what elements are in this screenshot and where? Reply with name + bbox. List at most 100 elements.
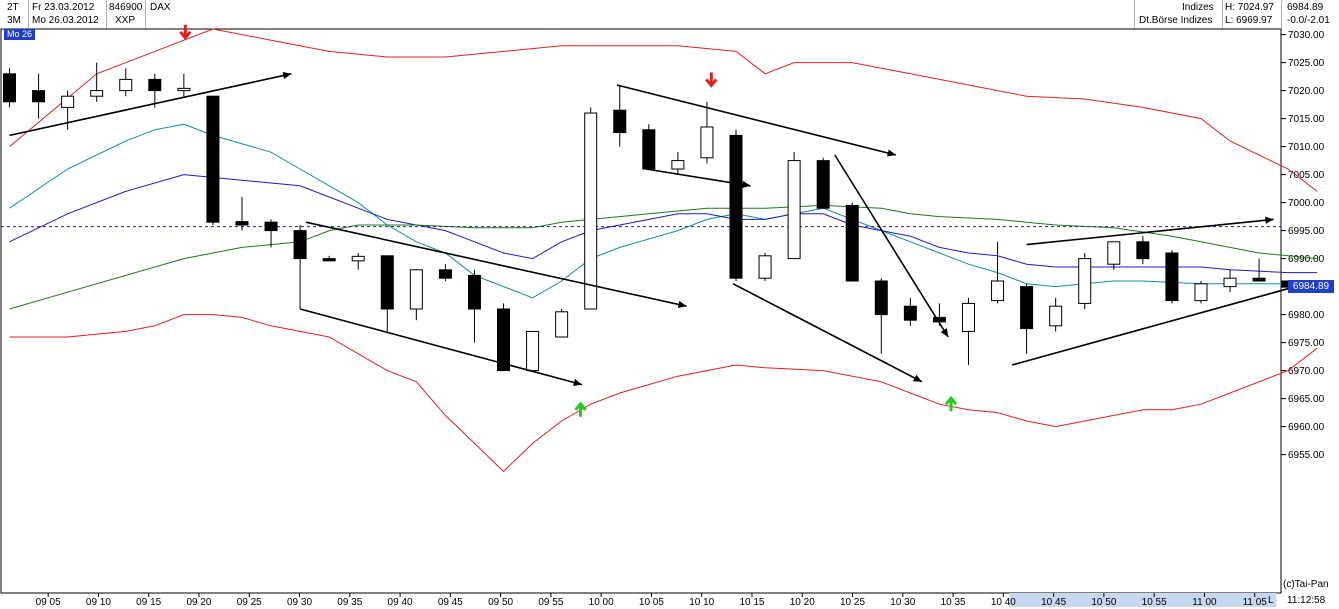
clock-label: 11:12:58: [1287, 595, 1326, 606]
y-tick-label: 7010.00: [1288, 142, 1325, 153]
x-tick-label: 09 30: [287, 597, 312, 608]
y-tick-label: 7030.00: [1288, 30, 1325, 41]
low-value: L: 6969.97: [1225, 15, 1273, 26]
high-value: H: 7024.97: [1225, 2, 1274, 13]
candle-up: [177, 87, 191, 92]
candle-up: [1223, 277, 1237, 288]
y-axis: 6955.00 6960.00 6965.00 6970.00 6975.00 6980.…: [1281, 30, 1325, 461]
trendline: [1011, 283, 1306, 366]
trendline-arrowhead: [1265, 216, 1274, 224]
x-tick-label: 09 45: [438, 597, 463, 608]
trendline-arrowhead: [912, 374, 922, 382]
candle-up: [526, 330, 540, 372]
trendline-arrowhead: [741, 180, 751, 189]
axis-highlight: [1009, 593, 1277, 607]
trendline-arrowhead: [886, 149, 896, 157]
plot-frame: [0, 28, 1282, 594]
candle-up: [61, 95, 75, 108]
candle-up: [119, 78, 133, 92]
trendline: [732, 283, 923, 383]
x-tick-label: 11 05: [1243, 597, 1268, 608]
signal-markers: [179, 24, 958, 417]
group-label: Indizes: [1182, 2, 1214, 13]
last-price: 6984.89: [1287, 2, 1324, 13]
bollinger-lower-line: [9, 314, 1318, 473]
session-badge: Mo 26: [4, 29, 36, 40]
candle-up: [1049, 305, 1063, 327]
y-tick-label: 6960.00: [1288, 422, 1325, 433]
candle-up: [758, 255, 772, 279]
x-tick-label: 10 50: [1091, 597, 1116, 608]
instrument-name: DAX: [150, 2, 171, 13]
x-tick-label: 11 00: [1192, 597, 1217, 608]
y-tick-label: 7025.00: [1288, 58, 1325, 69]
candle-down: [874, 280, 888, 316]
x-tick-label: 09 05: [36, 597, 61, 608]
candle-down: [293, 230, 307, 260]
down-arrow-icon: [179, 30, 192, 41]
period-label-2: 3M: [7, 15, 21, 26]
candle-down: [32, 90, 46, 103]
candle-down: [613, 109, 627, 134]
start-date: Fr 23.03.2012: [32, 2, 95, 13]
last-price-tag: 6984.89: [1288, 280, 1334, 294]
candle-up: [787, 160, 801, 260]
candle-down: [903, 305, 917, 321]
x-tick-label: 09 55: [538, 597, 563, 608]
x-tick-label: 10 40: [991, 597, 1016, 608]
candle-down: [206, 95, 220, 223]
y-tick-label: 6980.00: [1288, 310, 1325, 321]
exchange-label: XXP: [115, 15, 136, 26]
x-tick-label: 10 25: [840, 597, 865, 608]
candle-up: [1107, 241, 1121, 265]
candle-up: [584, 112, 598, 310]
candle-up: [991, 280, 1005, 302]
y-tick-label: 6965.00: [1288, 394, 1325, 405]
x-tick-label: 10 45: [1041, 597, 1066, 608]
trendlines: [9, 71, 1306, 387]
x-tick-label: 10 55: [1142, 597, 1167, 608]
trendline: [299, 308, 583, 386]
y-tick-label: 7020.00: [1288, 86, 1325, 97]
x-tick-label: 09 40: [388, 597, 413, 608]
x-tick-label: 09 10: [86, 597, 111, 608]
y-tick-label: 6955.00: [1288, 450, 1325, 461]
trendline-arrowhead: [573, 378, 582, 387]
candle-down: [235, 221, 249, 226]
candle-down: [1020, 286, 1034, 330]
candle-down: [467, 274, 481, 310]
period-label-1: 2T: [7, 2, 19, 13]
exchange-group-label: Dt.Börse Indizes: [1139, 15, 1213, 26]
candle-down: [438, 269, 452, 279]
candle-down: [816, 160, 830, 209]
x-tick-label: 10 00: [589, 597, 614, 608]
trendline: [9, 73, 292, 137]
trendline: [645, 168, 751, 187]
y-tick-label: 6990.00: [1288, 254, 1325, 265]
candle-up: [351, 255, 365, 262]
trendline-arrowhead: [677, 300, 687, 309]
x-tick-label: 09 35: [337, 597, 362, 608]
ma-mid-line: [9, 174, 1318, 274]
y-tick-label: 6970.00: [1288, 366, 1325, 377]
live-marker: L: [1268, 595, 1274, 606]
candle-up: [1078, 258, 1092, 304]
candle-down: [729, 134, 743, 279]
change-value: -0.0/-2.01: [1287, 15, 1330, 26]
y-tick-label: 6995.00: [1288, 226, 1325, 237]
candle-down: [1252, 277, 1266, 282]
ma-slow-line: [9, 204, 1318, 310]
candle-up: [409, 269, 423, 310]
candle-down: [322, 258, 336, 262]
candle-up: [700, 126, 714, 159]
candle-down: [642, 129, 656, 170]
x-tick-label: 10 30: [890, 597, 915, 608]
candle-down: [264, 221, 278, 232]
candle-down: [148, 78, 162, 92]
trendline-arrowhead: [282, 71, 292, 80]
bollinger-upper-line: [9, 28, 1318, 192]
wkn-label: 846900: [109, 2, 143, 13]
end-date: Mo 26.03.2012: [32, 15, 99, 26]
x-tick-label: 09 50: [488, 597, 513, 608]
x-tick-label: 09 25: [237, 597, 262, 608]
